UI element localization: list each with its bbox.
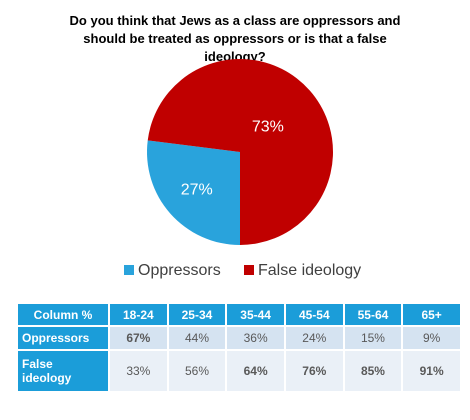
cell: 15% <box>342 325 404 351</box>
cell: 85% <box>342 349 404 393</box>
row-label: Oppressors <box>16 325 110 351</box>
cell: 91% <box>401 349 462 393</box>
legend-swatch <box>124 265 134 275</box>
header-cell: 45-54 <box>283 302 345 327</box>
cell: 56% <box>166 349 228 393</box>
table-row: False ideology 33% 56% 64% 76% 85% 91% <box>16 349 462 393</box>
chart-title: Do you think that Jews as a class are op… <box>69 13 401 64</box>
cell: 36% <box>225 325 286 351</box>
legend-swatch <box>244 265 254 275</box>
cell: 33% <box>108 349 169 393</box>
header-cell: Column % <box>16 302 110 327</box>
header-cell: 55-64 <box>342 302 404 327</box>
row-label: False ideology <box>16 349 110 393</box>
pie-slice <box>147 140 240 245</box>
cell: 9% <box>401 325 462 351</box>
cell: 44% <box>166 325 228 351</box>
cell: 24% <box>283 325 345 351</box>
header-cell: 65+ <box>401 302 462 327</box>
pie-slice <box>147 59 333 245</box>
cell: 76% <box>283 349 345 393</box>
table-row: Oppressors 67% 44% 36% 24% 15% 9% <box>16 325 462 351</box>
cell: 64% <box>225 349 286 393</box>
data-label: 27% <box>181 181 213 198</box>
table-header: Column % 18-24 25-34 35-44 45-54 55-64 6… <box>16 302 462 327</box>
chart: 27% 73% Oppressors False ideology <box>124 59 361 279</box>
header-cell: 35-44 <box>225 302 286 327</box>
header-cell: 18-24 <box>108 302 169 327</box>
header-cell: 25-34 <box>166 302 228 327</box>
cell: 67% <box>108 325 169 351</box>
legend-label: False ideology <box>258 262 361 279</box>
data-table: Column % 18-24 25-34 35-44 45-54 55-64 6… <box>16 302 462 393</box>
legend-label: Oppressors <box>138 262 221 279</box>
data-label: 73% <box>252 119 284 136</box>
